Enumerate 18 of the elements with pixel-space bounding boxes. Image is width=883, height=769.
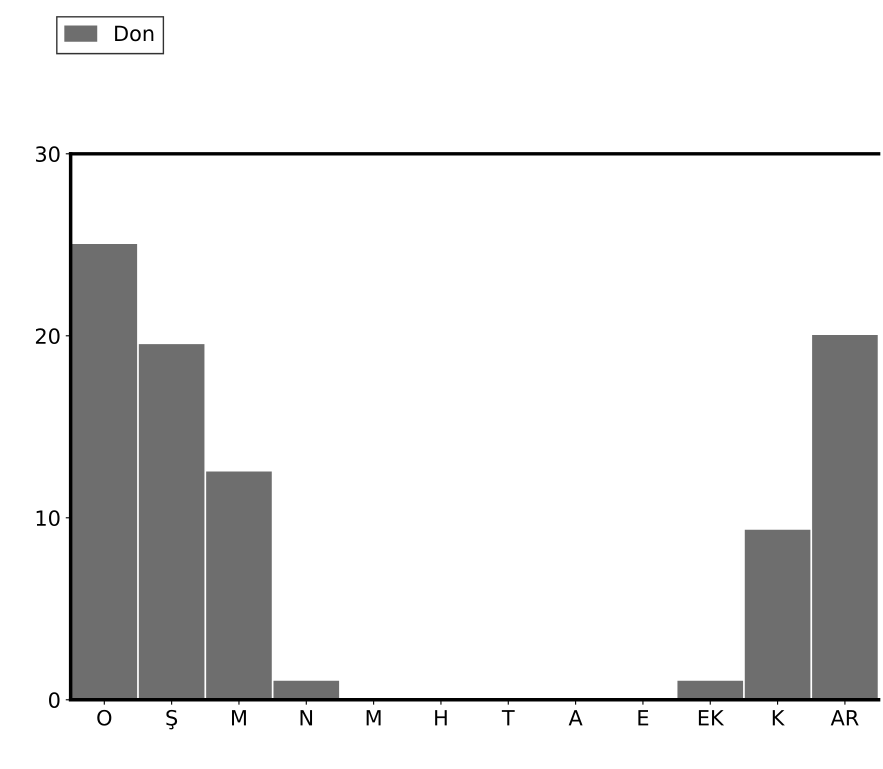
x-tick-label: H: [435, 710, 447, 726]
legend-label: Don: [115, 26, 154, 42]
x-tick-label: A: [568, 710, 583, 726]
x-tick-label: M: [232, 710, 246, 726]
x-tick-label: Ş: [166, 710, 178, 730]
x-tick-label: O: [97, 710, 112, 726]
bar: [71, 244, 138, 700]
x-tick-label: M: [366, 710, 381, 726]
y-tick-label: 10: [36, 510, 60, 526]
y-tick-label: 30: [36, 146, 60, 162]
x-tick-label: AR: [830, 710, 859, 726]
y-tick-label: 20: [36, 328, 60, 344]
x-tick-label: E: [638, 710, 648, 726]
x-tick-label: T: [502, 710, 515, 726]
x-tick-label: EK: [698, 710, 724, 726]
y-tick-label: 0: [49, 692, 60, 708]
x-tick-label: K: [772, 710, 785, 726]
x-tick-label: N: [300, 710, 312, 726]
